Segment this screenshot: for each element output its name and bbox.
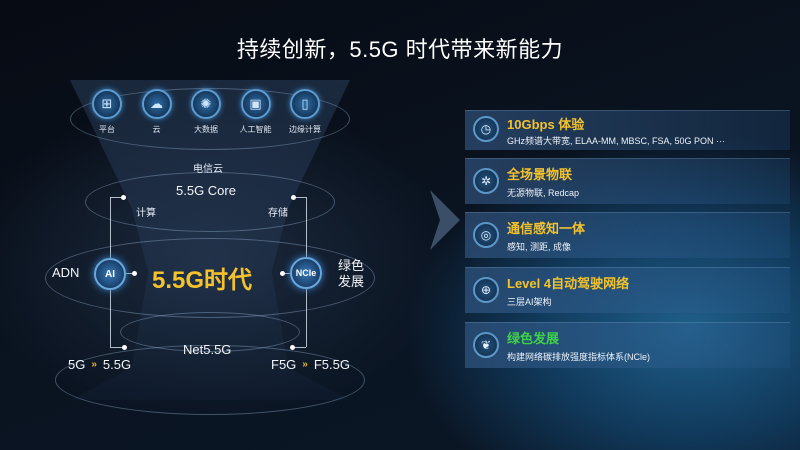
top-icon-label: 边缘计算 xyxy=(289,125,321,134)
right-bracket-top xyxy=(294,197,306,198)
capability-row: ❦ 绿色发展 构建网络碳排放强度指标体系(NCle) xyxy=(465,322,790,368)
dot xyxy=(280,271,285,276)
dot xyxy=(121,195,126,200)
telecom-cloud-label: 电信云 xyxy=(193,164,223,175)
top-icon-label: 云 xyxy=(152,125,161,134)
platform-icon: ⊞ xyxy=(92,89,122,119)
left-bracket-bottom xyxy=(110,347,124,348)
capability-subtitle: GHz频谱大带宽, ELAA-MM, MBSC, FSA, 50G PON ··… xyxy=(507,136,726,146)
top-icon-label: 人工智能 xyxy=(239,125,272,134)
adn-label: ADN xyxy=(52,265,80,280)
fixed-evolution: F5G » F5.5G xyxy=(271,357,350,372)
capability-title: 绿色发展 xyxy=(507,331,560,346)
net-label: Net5.5G xyxy=(183,342,232,357)
leaf-icon: ❦ xyxy=(473,332,499,358)
core-ring xyxy=(85,172,335,232)
from-5g: 5G xyxy=(68,357,86,372)
capability-title: Level 4自动驾驶网络 xyxy=(507,276,630,291)
ai-connector xyxy=(126,273,134,274)
from-f5g: F5G xyxy=(271,357,297,372)
capability-subtitle: 构建网络碳排放强度指标体系(NCle) xyxy=(507,352,650,362)
capability-row: ✲ 全场景物联 无源物联, Redcap xyxy=(465,158,790,204)
green-label-line2: 发展 xyxy=(338,274,365,289)
big-data-icon: ✺ xyxy=(191,89,221,119)
capability-subtitle: 感知, 测距, 成像 xyxy=(507,242,572,252)
speed-gauge-icon: ◷ xyxy=(473,116,499,142)
bottom-ring xyxy=(55,345,365,415)
green-label: 绿色 发展 xyxy=(338,258,364,290)
capability-subtitle: 三层AI架构 xyxy=(507,297,552,307)
edge-computing-icon: ▯ xyxy=(290,89,320,119)
ai-chip-icon: ▣ xyxy=(240,89,271,119)
core-label: 5.5G Core xyxy=(176,183,236,198)
dot xyxy=(291,195,296,200)
double-chevron-icon: » xyxy=(91,359,97,370)
arrow-right-icon xyxy=(430,190,460,250)
capability-title: 全场景物联 xyxy=(507,167,573,182)
left-bracket-top xyxy=(110,197,122,198)
era-label: 5.5G时代 xyxy=(152,267,253,294)
ncle-node: NCle xyxy=(290,257,322,289)
compute-label: 计算 xyxy=(136,208,156,219)
capability-subtitle: 无源物联, Redcap xyxy=(507,188,580,198)
sensing-icon: ◎ xyxy=(473,222,499,248)
ncle-connector xyxy=(282,273,290,274)
top-icon-label: 大数据 xyxy=(194,125,218,134)
double-chevron-icon: » xyxy=(302,359,308,370)
ai-node: AI xyxy=(94,258,126,290)
top-icon-label: 平台 xyxy=(99,125,115,134)
top-ring xyxy=(70,88,350,150)
iot-network-icon: ✲ xyxy=(473,168,499,194)
capability-row: ⊕ Level 4自动驾驶网络 三层AI架构 xyxy=(465,267,790,313)
right-bracket-bottom xyxy=(292,347,306,348)
slide-title: 持续创新，5.5G 时代带来新能力 xyxy=(236,37,564,62)
capability-title: 10Gbps 体验 xyxy=(507,117,585,132)
capability-row: ◷ 10Gbps 体验 GHz频谱大带宽, ELAA-MM, MBSC, FSA… xyxy=(465,110,790,150)
cloud-icon: ☁ xyxy=(141,89,172,119)
storage-label: 存储 xyxy=(268,208,288,219)
to-5g: 5.5G xyxy=(102,357,132,372)
dot xyxy=(122,345,127,350)
green-label-line1: 绿色 xyxy=(338,258,365,273)
dot xyxy=(290,345,295,350)
globe-network-icon: ⊕ xyxy=(473,277,499,303)
mobile-evolution: 5G » 5.5G xyxy=(68,357,131,372)
dot xyxy=(132,271,137,276)
capability-row: ◎ 通信感知一体 感知, 测距, 成像 xyxy=(465,212,790,258)
to-f5g: F5.5G xyxy=(313,357,350,372)
capability-title: 通信感知一体 xyxy=(507,221,586,236)
